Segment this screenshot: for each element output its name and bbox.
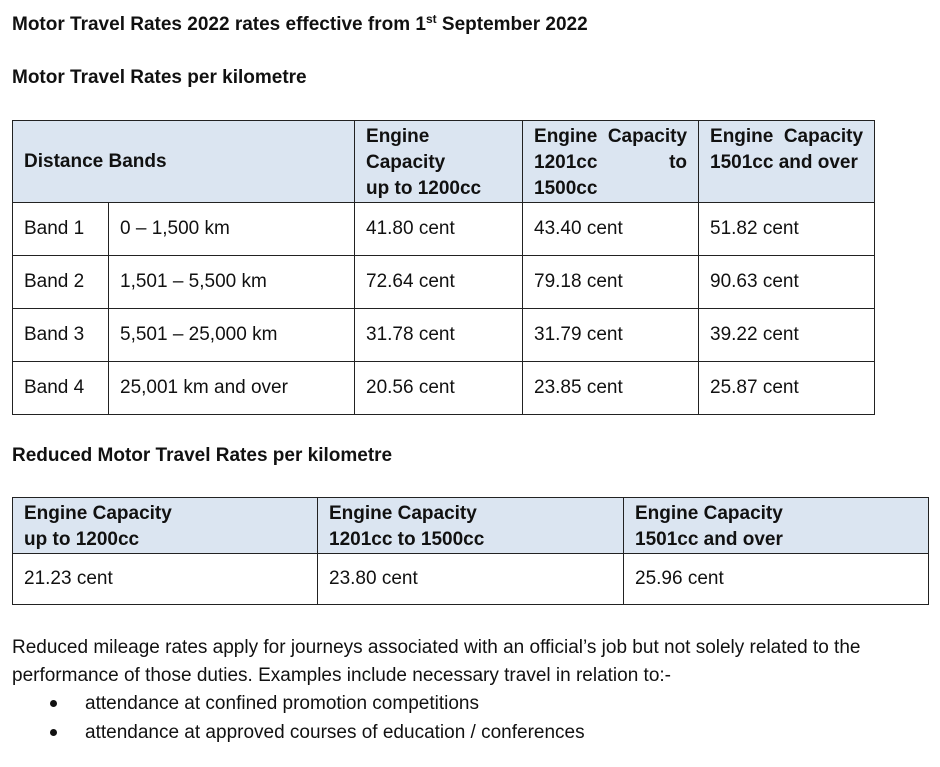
reduced-motor-travel-rates-table: Engine Capacity up to 1200cc Engine Capa… xyxy=(12,497,929,605)
reduced-rate-1201-to-1500: 23.80 cent xyxy=(317,553,624,605)
table-row: Band 1 0 – 1,500 km 41.80 cent 43.40 cen… xyxy=(12,202,876,256)
band-label: Band 2 xyxy=(12,255,109,309)
table-header-row: Distance Bands Engine Capacity up to 120… xyxy=(11,120,876,203)
header-line: 1201cc to 1500cc xyxy=(329,529,485,550)
examples-bullet-list: attendance at confined promotion competi… xyxy=(12,689,585,747)
title-main-text: Motor Travel Rates 2022 rates effective … xyxy=(12,14,426,35)
rate-1501-and-over: 39.22 cent xyxy=(698,308,876,362)
band-range: 1,501 – 5,500 km xyxy=(107,255,356,309)
header-line: up to 1200cc xyxy=(366,178,482,199)
header-line: 1201cc to xyxy=(534,150,687,176)
header-line: 1501cc and over xyxy=(710,152,858,173)
header-line: Engine Capacity xyxy=(366,126,446,173)
header-line: Engine Capacity xyxy=(710,124,863,150)
header-word: to xyxy=(669,152,688,173)
rate-up-to-1200: 31.78 cent xyxy=(354,308,524,362)
header-line: 1501cc and over xyxy=(635,529,783,550)
list-item-text: attendance at approved courses of educat… xyxy=(85,722,585,743)
table-row: Band 2 1,501 – 5,500 km 72.64 cent 79.18… xyxy=(12,255,876,309)
header-line: Engine Capacity xyxy=(329,503,477,524)
rate-1501-and-over: 25.87 cent xyxy=(698,361,876,415)
title-ordinal-suffix: st xyxy=(425,12,437,26)
rate-1201-to-1500: 23.85 cent xyxy=(522,361,700,415)
list-item-text: attendance at confined promotion competi… xyxy=(85,693,479,714)
engine-1501-and-over-header: Engine Capacity 1501cc and over xyxy=(698,120,876,203)
reduced-section-heading: Reduced Motor Travel Rates per kilometre xyxy=(12,445,393,466)
document-title: Motor Travel Rates 2022 rates effective … xyxy=(12,12,588,36)
table-row: Band 3 5,501 – 25,000 km 31.78 cent 31.7… xyxy=(12,308,876,362)
rate-1501-and-over: 90.63 cent xyxy=(698,255,876,309)
band-label: Band 4 xyxy=(12,361,109,415)
bullet-icon xyxy=(50,729,57,736)
rates-section-heading: Motor Travel Rates per kilometre xyxy=(12,67,307,88)
header-word: Engine xyxy=(534,126,598,147)
rate-up-to-1200: 41.80 cent xyxy=(354,202,524,256)
header-line: up to 1200cc xyxy=(24,529,140,550)
reduced-engine-1501-and-over-header: Engine Capacity 1501cc and over xyxy=(623,497,929,554)
band-range: 0 – 1,500 km xyxy=(107,202,356,256)
band-range: 5,501 – 25,000 km xyxy=(107,308,356,362)
header-word: Engine xyxy=(710,126,774,147)
table-header-row: Engine Capacity up to 1200cc Engine Capa… xyxy=(12,497,929,554)
header-line: Engine Capacity xyxy=(534,124,687,150)
band-range: 25,001 km and over xyxy=(107,361,356,415)
reduced-engine-up-to-1200-header: Engine Capacity up to 1200cc xyxy=(12,497,318,554)
engine-up-to-1200-header: Engine Capacity up to 1200cc xyxy=(354,120,524,203)
reduced-rate-1501-and-over: 25.96 cent xyxy=(623,553,929,605)
header-line: 1500cc xyxy=(534,178,598,199)
rate-up-to-1200: 20.56 cent xyxy=(354,361,524,415)
reduced-rates-explanation: Reduced mileage rates apply for journeys… xyxy=(12,637,861,686)
table-row: Band 4 25,001 km and over 20.56 cent 23.… xyxy=(12,361,876,415)
rate-1201-to-1500: 31.79 cent xyxy=(522,308,700,362)
list-item: attendance at approved courses of educat… xyxy=(12,718,585,747)
title-end-text: September 2022 xyxy=(436,14,588,35)
rate-1201-to-1500: 79.18 cent xyxy=(522,255,700,309)
reduced-rate-up-to-1200: 21.23 cent xyxy=(12,553,318,605)
header-word: Capacity xyxy=(783,126,864,147)
reduced-engine-1201-to-1500-header: Engine Capacity 1201cc to 1500cc xyxy=(317,497,624,554)
band-label: Band 1 xyxy=(12,202,109,256)
header-word: 1201cc xyxy=(534,152,598,173)
distance-bands-header: Distance Bands xyxy=(11,120,356,203)
header-line: Engine Capacity xyxy=(635,503,783,524)
engine-1201-to-1500-header: Engine Capacity 1201cc to 1500cc xyxy=(522,120,700,203)
table-row: 21.23 cent 23.80 cent 25.96 cent xyxy=(12,553,929,605)
rate-1201-to-1500: 43.40 cent xyxy=(522,202,700,256)
list-item: attendance at confined promotion competi… xyxy=(12,689,585,718)
rate-up-to-1200: 72.64 cent xyxy=(354,255,524,309)
bullet-icon xyxy=(50,700,57,707)
header-line: Engine Capacity xyxy=(24,503,172,524)
rate-1501-and-over: 51.82 cent xyxy=(698,202,876,256)
motor-travel-rates-table: Distance Bands Engine Capacity up to 120… xyxy=(11,120,876,415)
band-label: Band 3 xyxy=(12,308,109,362)
header-word: Capacity xyxy=(607,126,688,147)
